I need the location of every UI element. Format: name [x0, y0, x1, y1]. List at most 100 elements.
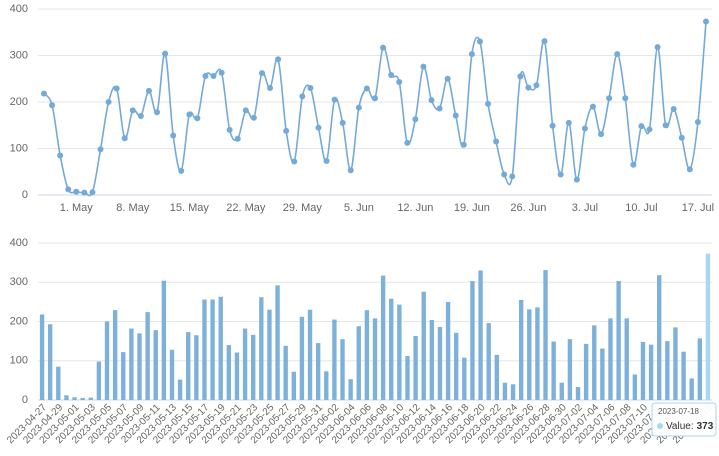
- bar: [348, 379, 353, 400]
- bar: [543, 270, 548, 400]
- bar: [494, 354, 499, 400]
- bar: [186, 332, 191, 400]
- bar: [226, 345, 232, 400]
- x-tick-label: 12. Jun: [397, 202, 433, 214]
- line-series: [43, 21, 707, 197]
- point: [420, 63, 427, 70]
- tooltip-value: Value: 373: [666, 421, 714, 432]
- bar: [551, 341, 556, 400]
- point: [105, 99, 112, 105]
- point: [412, 116, 419, 123]
- point: [388, 72, 395, 79]
- x-tick-label: 8. May: [116, 202, 150, 214]
- bar: [413, 336, 418, 400]
- bar: [104, 321, 110, 400]
- bar: [575, 387, 581, 400]
- tooltip-dot: [657, 423, 663, 429]
- point: [145, 87, 152, 94]
- bar: [673, 327, 678, 400]
- point: [509, 173, 516, 180]
- bar: [96, 361, 102, 400]
- bar: [372, 318, 378, 400]
- bar: [72, 397, 77, 400]
- point: [501, 171, 508, 178]
- y-tick-label: 0: [22, 189, 28, 201]
- bar: [112, 310, 118, 400]
- point: [428, 97, 435, 104]
- point: [517, 73, 524, 80]
- point: [307, 85, 314, 92]
- bar: [640, 341, 646, 400]
- bar: [324, 371, 329, 400]
- bar: [251, 334, 256, 400]
- bar: [454, 332, 459, 400]
- bar: [137, 333, 142, 400]
- point: [97, 146, 104, 153]
- point: [686, 166, 693, 173]
- point: [452, 112, 459, 119]
- point: [347, 167, 354, 174]
- bar: [665, 341, 670, 400]
- bar: [502, 382, 508, 400]
- bar: [527, 309, 532, 400]
- point: [493, 138, 500, 145]
- point: [57, 152, 64, 159]
- point: [694, 118, 701, 125]
- bar: [592, 325, 597, 400]
- point: [622, 95, 629, 102]
- point: [703, 18, 709, 25]
- y-tick-label: 0: [22, 394, 28, 406]
- bar: [535, 307, 540, 400]
- point: [218, 69, 225, 76]
- bar: [210, 299, 215, 400]
- x-tick-label: 5. Jun: [344, 202, 374, 214]
- point: [444, 75, 451, 82]
- bar: [389, 298, 394, 400]
- bar: [397, 304, 402, 400]
- point: [372, 95, 378, 102]
- point: [186, 111, 193, 118]
- point: [178, 167, 185, 174]
- point: [565, 119, 572, 126]
- bar: [177, 379, 183, 400]
- bar: [380, 275, 386, 400]
- bar: [510, 384, 516, 400]
- point: [73, 188, 80, 195]
- point: [460, 141, 467, 148]
- bar: [689, 378, 694, 400]
- point: [355, 104, 362, 111]
- point: [202, 72, 209, 79]
- bar: [648, 344, 654, 400]
- point: [137, 112, 144, 119]
- y-tick-label: 200: [10, 96, 28, 108]
- point: [678, 134, 685, 141]
- bar: [616, 281, 621, 400]
- bar: [64, 395, 69, 400]
- bar: [657, 275, 662, 400]
- point: [65, 186, 72, 193]
- point: [323, 158, 330, 165]
- point: [589, 103, 596, 110]
- point: [291, 158, 298, 165]
- x-tick-label: 26. Jun: [510, 202, 546, 214]
- point: [121, 135, 128, 142]
- point: [283, 127, 290, 134]
- bar: [202, 299, 207, 400]
- point: [630, 161, 637, 168]
- x-tick-label: 15. May: [170, 202, 210, 214]
- point: [525, 84, 532, 91]
- point: [234, 135, 241, 142]
- bar: [234, 352, 240, 400]
- x-tick-label: 10. Jul: [625, 202, 657, 214]
- point: [485, 100, 492, 107]
- bar: [364, 310, 370, 400]
- bar: [340, 339, 345, 400]
- bar: [299, 316, 305, 400]
- bar: [307, 309, 313, 400]
- point: [638, 123, 645, 130]
- bar: [405, 356, 410, 400]
- bar: [583, 343, 589, 400]
- bar: [153, 330, 158, 400]
- bar: [47, 324, 53, 400]
- bar: [129, 328, 134, 400]
